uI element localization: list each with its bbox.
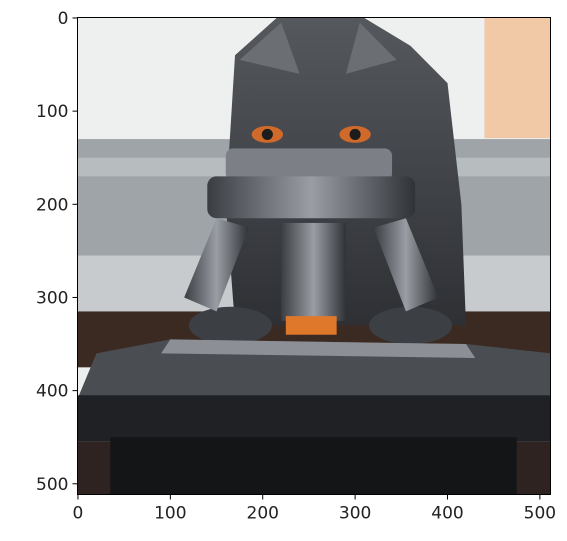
image bbox=[77, 17, 552, 496]
chart: 01002003004005000100200300400500 bbox=[0, 0, 567, 537]
y-tick-label: 100 bbox=[36, 102, 68, 122]
x-tick-label: 400 bbox=[431, 504, 463, 524]
x-tick-label: 0 bbox=[73, 504, 84, 524]
x-tick-label: 300 bbox=[339, 504, 371, 524]
x-tick-label: 500 bbox=[524, 504, 556, 524]
x-tick-label: 200 bbox=[247, 504, 279, 524]
x-tick-label: 100 bbox=[154, 504, 186, 524]
y-tick-label: 400 bbox=[36, 382, 68, 402]
y-tick-label: 200 bbox=[36, 195, 68, 215]
y-tick-label: 0 bbox=[58, 9, 69, 29]
y-tick-label: 300 bbox=[36, 288, 68, 308]
y-tick-label: 500 bbox=[36, 475, 68, 495]
